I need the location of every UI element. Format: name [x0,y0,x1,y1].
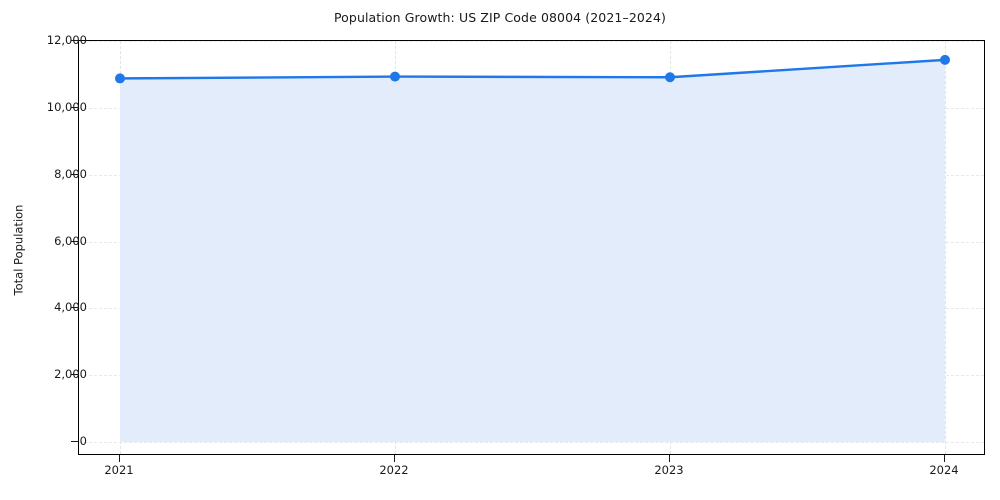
chart-title: Population Growth: US ZIP Code 08004 (20… [333,10,667,25]
x-axis-tick-label: 2021 [104,463,134,477]
x-axis-tick-mark [944,455,945,462]
x-axis-tick-label: 2022 [379,463,409,477]
y-axis-tick-label: 10,000 [46,99,87,114]
data-point-marker [115,73,125,84]
y-axis-tick-label: 8,000 [54,166,87,181]
data-point-marker [390,71,400,82]
gridline-horizontal [79,442,984,443]
y-axis-tick-mark [71,173,78,175]
x-axis-tick-mark [119,455,120,462]
area-fill [120,59,945,442]
data-point-marker [665,72,675,83]
data-point-markers [115,54,950,84]
y-axis-tick-label: 12,000 [46,33,87,47]
series-line [118,58,947,80]
y-axis-label: Total Population [8,0,28,500]
y-axis-tick-mark [71,106,78,108]
y-axis-tick-label: 6,000 [54,233,87,248]
plot-area [78,40,985,455]
y-axis-tick-mark [71,40,78,41]
y-axis-tick-label: 2,000 [54,367,87,382]
data-series-layer [115,54,950,442]
x-axis-tick-label: 2023 [654,463,684,477]
x-axis-tick-mark [394,455,395,462]
x-axis-tick-label: 2024 [929,463,959,477]
y-axis-tick-label: 4,000 [54,300,87,315]
y-axis-label-text: Total Population [11,204,25,296]
y-axis-tick-mark [71,374,78,376]
y-axis-tick-mark [71,240,78,242]
x-axis-tick-mark [669,455,670,462]
y-axis-tick-mark [71,441,78,442]
y-axis-tick-mark [71,307,78,309]
gridline-vertical [945,41,946,454]
gridline-horizontal [79,41,984,42]
y-axis-tick-label: 0 [79,434,87,448]
data-point-marker [940,54,950,65]
